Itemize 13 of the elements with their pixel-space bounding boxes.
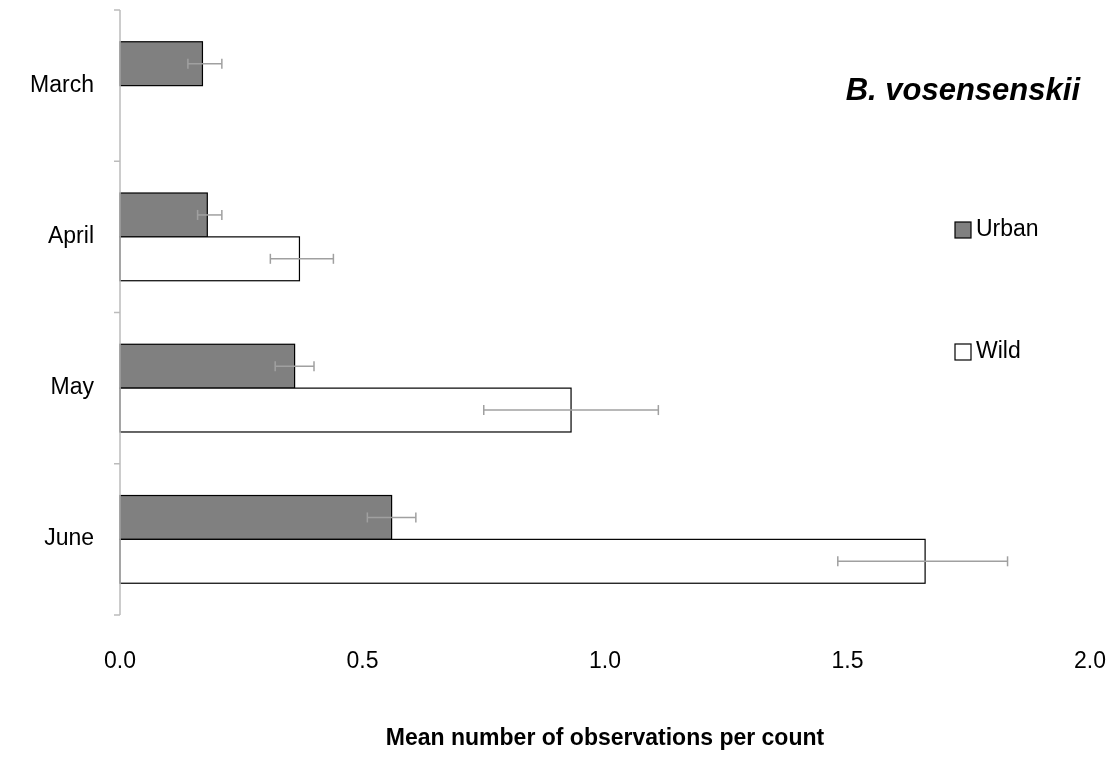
text: B. vosensenskii [845, 72, 1082, 107]
x-axis-title: Mean number of observations per count [385, 724, 825, 750]
x-tick-label: 1.5 [831, 647, 864, 673]
y-tick-label: May [50, 373, 95, 400]
y-tick-label: April [47, 221, 94, 248]
x-tick-label: 1.0 [589, 647, 621, 673]
y-tick-label: March [30, 70, 94, 97]
x-tick-label: 0.0 [104, 647, 136, 673]
y-tick-label: June [44, 524, 94, 551]
legend-label: Urban [976, 215, 1039, 242]
x-tick-label: 0.5 [346, 647, 379, 673]
legend-label: Wild [976, 337, 1021, 364]
x-tick-label: 2.0 [1074, 647, 1106, 673]
